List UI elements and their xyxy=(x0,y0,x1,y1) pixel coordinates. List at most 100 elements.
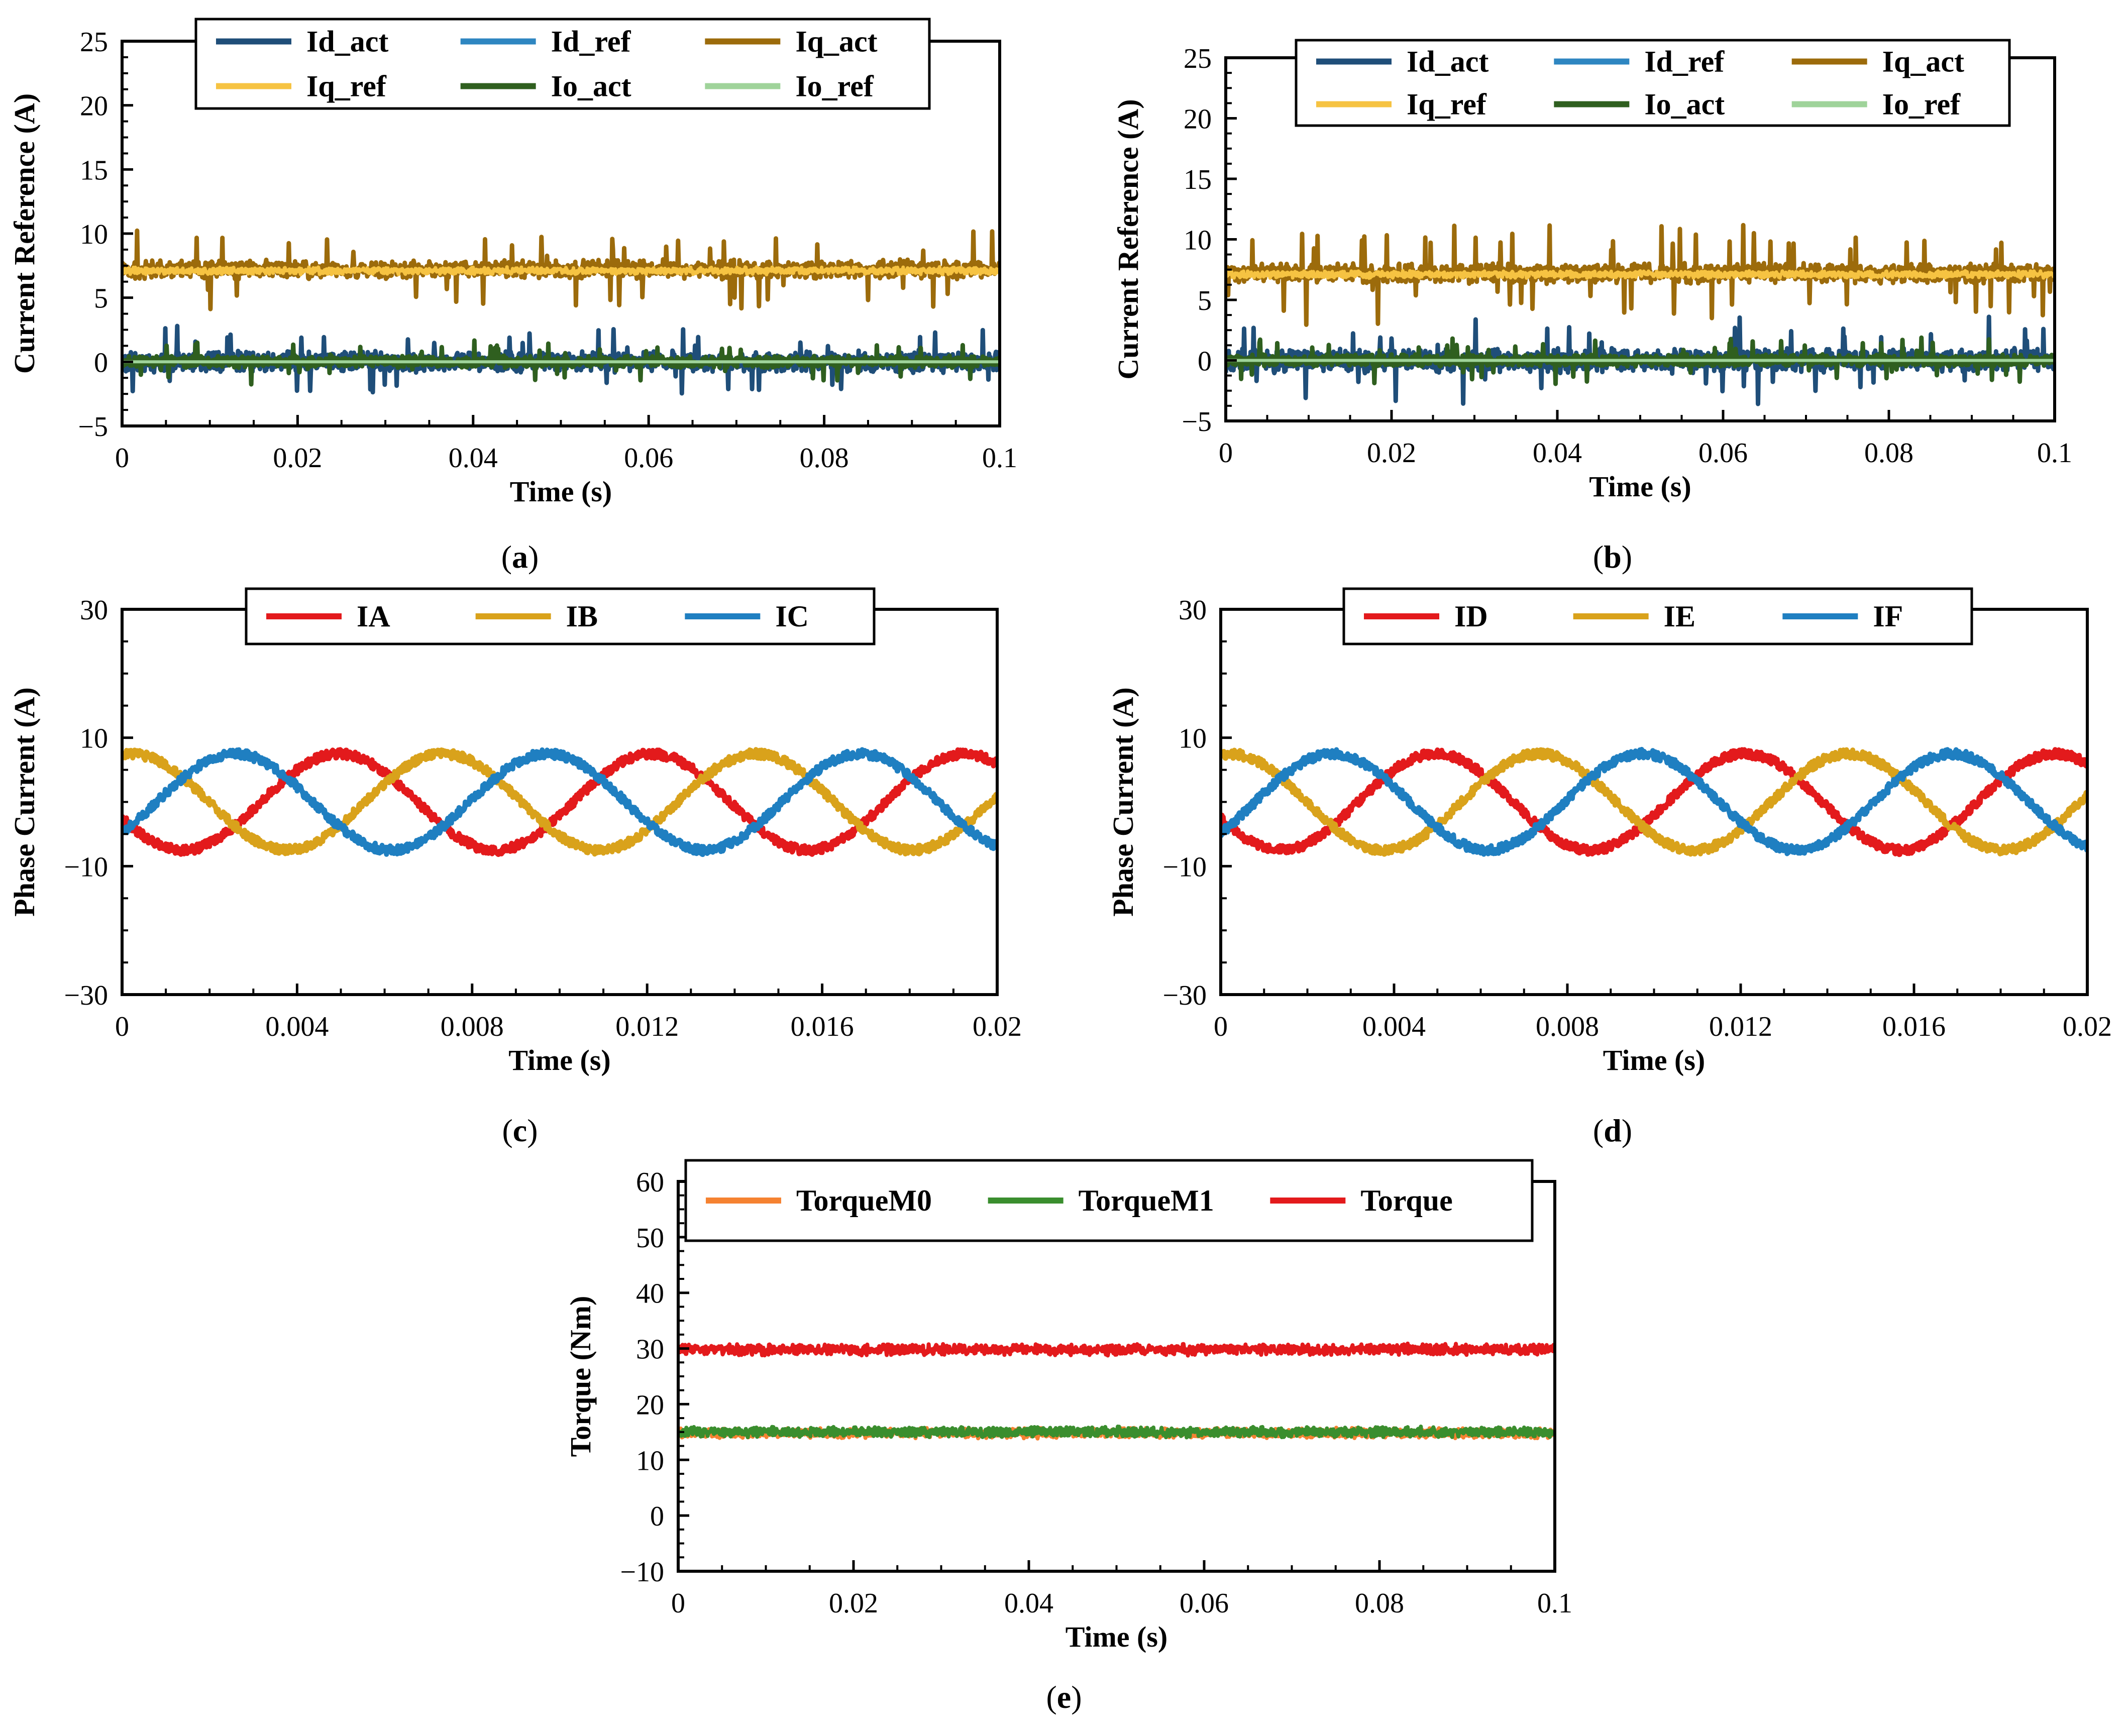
x-tick-label: 0 xyxy=(1219,438,1233,469)
legend-box xyxy=(1295,39,2011,127)
y-tick-label: 0 xyxy=(94,347,108,378)
y-tick-label: 10 xyxy=(1184,225,1212,256)
x-tick-label: 0.008 xyxy=(441,1011,504,1042)
legend-label-iq-act: Iq_act xyxy=(795,25,877,58)
legend-label-id-ref: Id_ref xyxy=(1644,45,1725,78)
x-tick-label: 0 xyxy=(671,1588,685,1619)
legend: Id_act Id_ref Iq_act Iq_ref Io_act Io_ref xyxy=(194,18,931,110)
y-axis-label: Current Reference (A) xyxy=(1112,99,1144,379)
x-tick-label: 0.08 xyxy=(1864,438,1913,469)
x-tick-label: 0.012 xyxy=(1709,1011,1772,1042)
y-axis-label: Phase Current (A) xyxy=(8,687,41,916)
x-tick-label: 0.06 xyxy=(624,443,673,474)
series-line-ia xyxy=(122,747,997,857)
y-axis-label: Current Reference (A) xyxy=(8,93,41,374)
legend-label-iq-ref: Iq_ref xyxy=(306,70,387,103)
legend-box xyxy=(194,18,931,110)
y-tick-label: −10 xyxy=(620,1557,664,1588)
y-tick-label: 10 xyxy=(636,1445,664,1476)
panel-label: (c) xyxy=(502,1113,538,1148)
y-axis-label: Phase Current (A) xyxy=(1107,687,1139,916)
y-tick-label: 30 xyxy=(636,1334,664,1365)
legend-label-io-act: Io_act xyxy=(551,70,631,103)
x-tick-label: 0.02 xyxy=(829,1588,878,1619)
legend-label-torque: Torque xyxy=(1360,1184,1452,1217)
legend-label-iq-ref: Iq_ref xyxy=(1407,88,1487,121)
y-tick-label: −5 xyxy=(78,411,108,443)
x-tick-label: 0.04 xyxy=(1004,1588,1053,1619)
panel-label: (e) xyxy=(1046,1679,1082,1715)
legend-label-id-ref: Id_ref xyxy=(551,25,631,58)
legend: IA IB IC xyxy=(245,587,876,645)
x-axis-label: Time (s) xyxy=(510,475,612,508)
legend-label-if: IF xyxy=(1873,600,1903,633)
legend-label-iq-act: Iq_act xyxy=(1882,45,1964,78)
y-tick-label: 25 xyxy=(1184,43,1212,74)
x-tick-label: 0.02 xyxy=(273,443,322,474)
legend: ID IE IF xyxy=(1342,587,1973,645)
series-line-if xyxy=(1221,746,2087,857)
y-tick-label: 0 xyxy=(650,1501,664,1532)
legend-label-io-act: Io_act xyxy=(1644,88,1725,121)
legend-label-id-act: Id_act xyxy=(306,25,388,58)
series-line-torquem1 xyxy=(678,1425,1555,1440)
x-tick-label: 0.004 xyxy=(1362,1011,1426,1042)
y-tick-label: 10 xyxy=(1179,723,1207,754)
y-tick-label: 30 xyxy=(1179,595,1207,626)
x-tick-label: 0.02 xyxy=(2063,1011,2112,1042)
legend-box xyxy=(245,587,876,645)
x-tick-label: 0.016 xyxy=(1882,1011,1946,1042)
x-axis-label: Time (s) xyxy=(508,1044,611,1076)
y-tick-label: 5 xyxy=(94,283,108,314)
chart-panel-d: 0 0.004 0.008 0.012 0.016 0.02 −30 −10 10 30 Time … xyxy=(1107,587,2112,1148)
x-tick-label: 0.04 xyxy=(449,443,498,474)
y-tick-label: 10 xyxy=(80,723,108,754)
x-tick-label: 0.08 xyxy=(800,443,849,474)
legend-label-ia: IA xyxy=(357,600,390,633)
x-tick-label: 0.06 xyxy=(1180,1588,1229,1619)
legend-box xyxy=(684,1159,1534,1242)
x-tick-label: 0.08 xyxy=(1355,1588,1404,1619)
x-tick-label: 0 xyxy=(115,1011,129,1042)
y-tick-label: 60 xyxy=(636,1167,664,1198)
y-tick-label: 15 xyxy=(80,155,108,186)
legend-label-ic: IC xyxy=(775,600,809,633)
x-tick-label: 0.1 xyxy=(1537,1588,1572,1619)
x-tick-label: 0.016 xyxy=(791,1011,854,1042)
legend-label-io-ref: Io_ref xyxy=(795,70,874,103)
x-tick-label: 0.04 xyxy=(1533,438,1582,469)
x-tick-label: 0.1 xyxy=(2037,438,2072,469)
y-tick-label: 10 xyxy=(80,219,108,250)
y-axis-label: Torque (Nm) xyxy=(564,1296,597,1457)
y-tick-label: −5 xyxy=(1182,406,1212,438)
legend-box xyxy=(1342,587,1973,645)
x-tick-label: 0.008 xyxy=(1536,1011,1599,1042)
y-tick-label: 20 xyxy=(636,1389,664,1421)
y-tick-label: 0 xyxy=(1198,346,1212,377)
x-axis-label: Time (s) xyxy=(1589,470,1691,503)
x-tick-label: 0 xyxy=(115,443,129,474)
series-line-iq-ref xyxy=(122,265,1000,277)
x-axis-label: Time (s) xyxy=(1066,1620,1168,1653)
panel-label: (d) xyxy=(1593,1113,1632,1148)
legend-label-ib: IB xyxy=(566,600,598,633)
x-axis-label: Time (s) xyxy=(1603,1044,1706,1076)
y-tick-label: −10 xyxy=(1162,851,1207,883)
legend: Id_act Id_ref Iq_act Iq_ref Io_act Io_ref xyxy=(1295,39,2011,127)
legend: TorqueM0 TorqueM1 Torque xyxy=(684,1159,1534,1242)
y-tick-label: 30 xyxy=(80,595,108,626)
series-line-torque xyxy=(678,1341,1555,1358)
y-tick-label: −30 xyxy=(1162,980,1207,1011)
x-tick-label: 0.1 xyxy=(982,443,1017,474)
legend-label-id-act: Id_act xyxy=(1407,45,1488,78)
legend-label-id: ID xyxy=(1454,600,1488,633)
y-tick-label: 40 xyxy=(636,1278,664,1310)
plot-frame xyxy=(121,608,999,996)
series-line-id xyxy=(1221,747,2087,857)
series-line-ic xyxy=(122,747,997,857)
legend-label-torquem1: TorqueM1 xyxy=(1079,1184,1214,1217)
y-tick-label: 5 xyxy=(1198,285,1212,316)
